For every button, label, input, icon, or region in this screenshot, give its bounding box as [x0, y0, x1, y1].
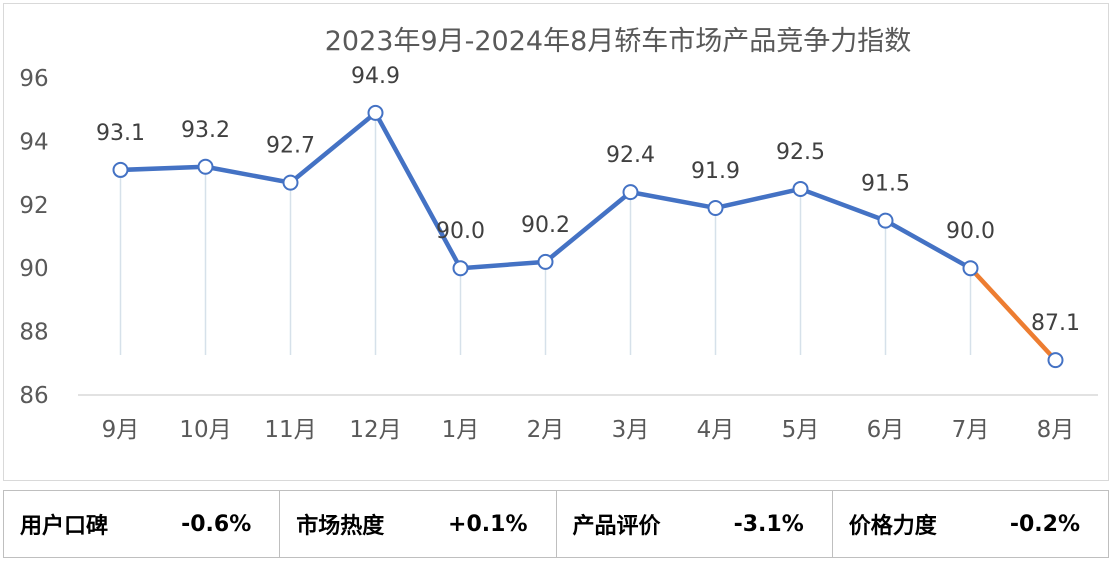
series-segment	[543, 189, 633, 265]
series-segment	[373, 110, 463, 271]
x-category-label: 9月	[102, 417, 140, 443]
data-label: 90.2	[521, 213, 570, 238]
data-point	[537, 253, 554, 270]
x-category-label: 7月	[952, 417, 990, 443]
x-category-label: 10月	[179, 417, 231, 443]
stat-label: 市场热度	[296, 514, 385, 539]
stat-user-reputation: 用户口碑 -0.6%	[4, 491, 281, 557]
chart-title: 2023年9月-2024年8月轿车市场产品竞争力指数	[325, 26, 912, 57]
x-category-label: 12月	[349, 417, 401, 443]
data-label: 90.0	[436, 219, 485, 244]
y-tick-label: 96	[19, 66, 48, 92]
data-point	[962, 260, 979, 277]
y-tick-label: 92	[19, 193, 48, 219]
stat-value: +0.1%	[448, 511, 528, 537]
series-segment	[628, 189, 718, 211]
x-axis-categories: 9月 10月 11月 12月 1月 2月 3月 4月 5月 6月 7月 8月	[102, 417, 1075, 443]
data-point	[282, 174, 299, 191]
x-category-label: 5月	[782, 417, 820, 443]
series-segment	[883, 218, 973, 271]
series-segment	[798, 186, 888, 223]
stat-market-heat: 市场热度 +0.1%	[280, 491, 557, 557]
data-point	[707, 199, 724, 216]
data-point	[197, 158, 214, 175]
x-category-label: 2月	[527, 417, 565, 443]
y-tick-label: 88	[19, 320, 48, 346]
data-point	[877, 212, 894, 229]
y-tick-label: 86	[19, 383, 48, 409]
stat-value: -3.1%	[733, 511, 804, 537]
x-category-label: 8月	[1037, 417, 1075, 443]
x-category-label: 3月	[612, 417, 650, 443]
line-chart: 2023年9月-2024年8月轿车市场产品竞争力指数 969492908886 …	[19, 26, 1098, 443]
data-point	[452, 260, 469, 277]
data-points	[112, 104, 1064, 369]
data-label: 90.0	[946, 219, 995, 244]
series-segment	[458, 259, 548, 271]
data-point	[367, 104, 384, 121]
data-labels: 93.1 93.2 92.7 94.9 90.0 90.2 92.4 91.9 92.5 91.5…	[96, 64, 1080, 336]
y-tick-label: 90	[19, 256, 48, 282]
data-label: 94.9	[351, 64, 400, 89]
series-line	[118, 110, 1058, 363]
drop-lines	[119, 112, 1057, 361]
y-axis-ticks: 96 94 92 90 88 86	[19, 66, 48, 409]
series-segment	[968, 265, 1058, 363]
series-segment	[288, 110, 378, 185]
data-point	[112, 161, 129, 178]
data-label: 93.2	[181, 118, 230, 143]
data-label: 93.1	[96, 121, 145, 146]
data-label: 91.9	[691, 159, 740, 184]
stat-value: -0.2%	[1009, 511, 1080, 537]
x-category-label: 4月	[697, 417, 735, 443]
data-label: 92.5	[776, 140, 825, 165]
x-category-label: 6月	[867, 417, 905, 443]
stat-label: 价格力度	[848, 514, 937, 539]
x-category-label: 11月	[264, 417, 316, 443]
stat-label: 用户口碑	[20, 514, 109, 539]
data-label: 92.7	[266, 134, 315, 159]
stat-value: -0.6%	[181, 511, 252, 537]
stat-price-strength: 价格力度 -0.2%	[833, 491, 1108, 557]
stats-bar: 用户口碑 -0.6% 市场热度 +0.1% 产品评价 -3.1% 价格力度 -0…	[3, 490, 1109, 558]
data-point	[1047, 352, 1064, 369]
series-segment	[118, 164, 208, 173]
data-label: 92.4	[606, 143, 655, 168]
series-segment	[203, 164, 293, 185]
x-category-label: 1月	[442, 417, 480, 443]
data-label: 91.5	[861, 172, 910, 197]
stat-product-rating: 产品评价 -3.1%	[557, 491, 833, 557]
data-label: 87.1	[1031, 311, 1080, 336]
data-point	[622, 184, 639, 201]
y-tick-label: 94	[19, 129, 48, 155]
series-segment	[713, 186, 803, 211]
stat-label: 产品评价	[572, 514, 661, 539]
data-point	[792, 180, 809, 197]
